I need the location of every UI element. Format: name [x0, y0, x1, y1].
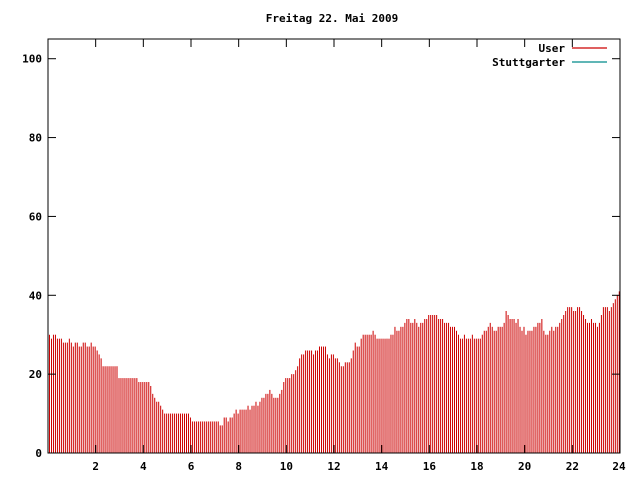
legend-label-stuttgarter: Stuttgarter — [492, 56, 565, 69]
y-tick-label: 100 — [22, 53, 42, 66]
legend-label-user: User — [539, 42, 566, 55]
x-tick-label: 8 — [235, 460, 242, 473]
bar-group — [49, 291, 620, 453]
y-tick-label: 0 — [35, 447, 42, 460]
y-tick-label: 40 — [29, 289, 42, 302]
y-tick-label: 80 — [29, 132, 42, 145]
y-axis: 0 20 40 60 80 100 — [22, 53, 620, 460]
x-tick-label: 22 — [566, 460, 579, 473]
x-tick-label: 12 — [327, 460, 340, 473]
x-tick-label: 20 — [518, 460, 531, 473]
x-tick-label: 4 — [140, 460, 147, 473]
x-tick-label: 6 — [188, 460, 195, 473]
x-tick-label: 10 — [280, 460, 293, 473]
legend: User Stuttgarter — [492, 42, 607, 69]
chart-title: Freitag 22. Mai 2009 — [266, 12, 398, 25]
x-tick-label: 2 — [92, 460, 99, 473]
x-tick-label: 16 — [423, 460, 437, 473]
y-tick-label: 60 — [29, 210, 42, 223]
x-tick-label: 24 — [612, 460, 626, 473]
legend-entry-stuttgarter: Stuttgarter — [492, 56, 607, 69]
x-axis: 2 4 6 8 10 12 14 16 18 20 22 24 — [92, 39, 626, 473]
legend-entry-user: User — [539, 42, 607, 55]
x-tick-label: 18 — [470, 460, 483, 473]
x-tick-label: 14 — [375, 460, 389, 473]
y-tick-label: 20 — [29, 368, 42, 381]
